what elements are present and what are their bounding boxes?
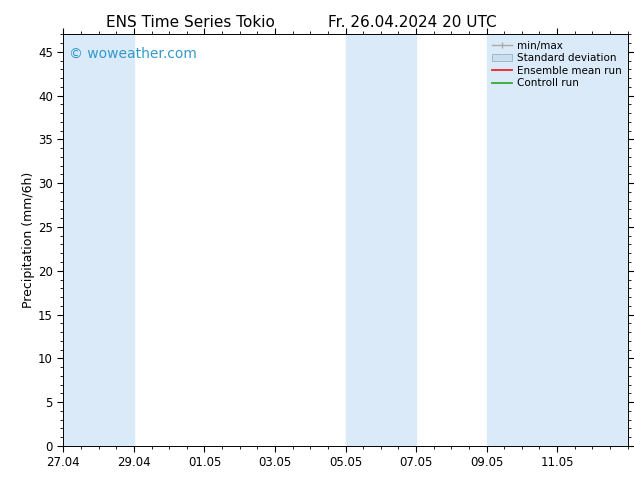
Legend: min/max, Standard deviation, Ensemble mean run, Controll run: min/max, Standard deviation, Ensemble me… xyxy=(488,36,626,93)
Text: ENS Time Series Tokio: ENS Time Series Tokio xyxy=(106,15,275,30)
Bar xyxy=(487,34,628,446)
Bar xyxy=(63,34,134,446)
Text: © woweather.com: © woweather.com xyxy=(69,47,197,61)
Text: Fr. 26.04.2024 20 UTC: Fr. 26.04.2024 20 UTC xyxy=(328,15,496,30)
Bar xyxy=(346,34,416,446)
Y-axis label: Precipitation (mm/6h): Precipitation (mm/6h) xyxy=(22,172,36,308)
